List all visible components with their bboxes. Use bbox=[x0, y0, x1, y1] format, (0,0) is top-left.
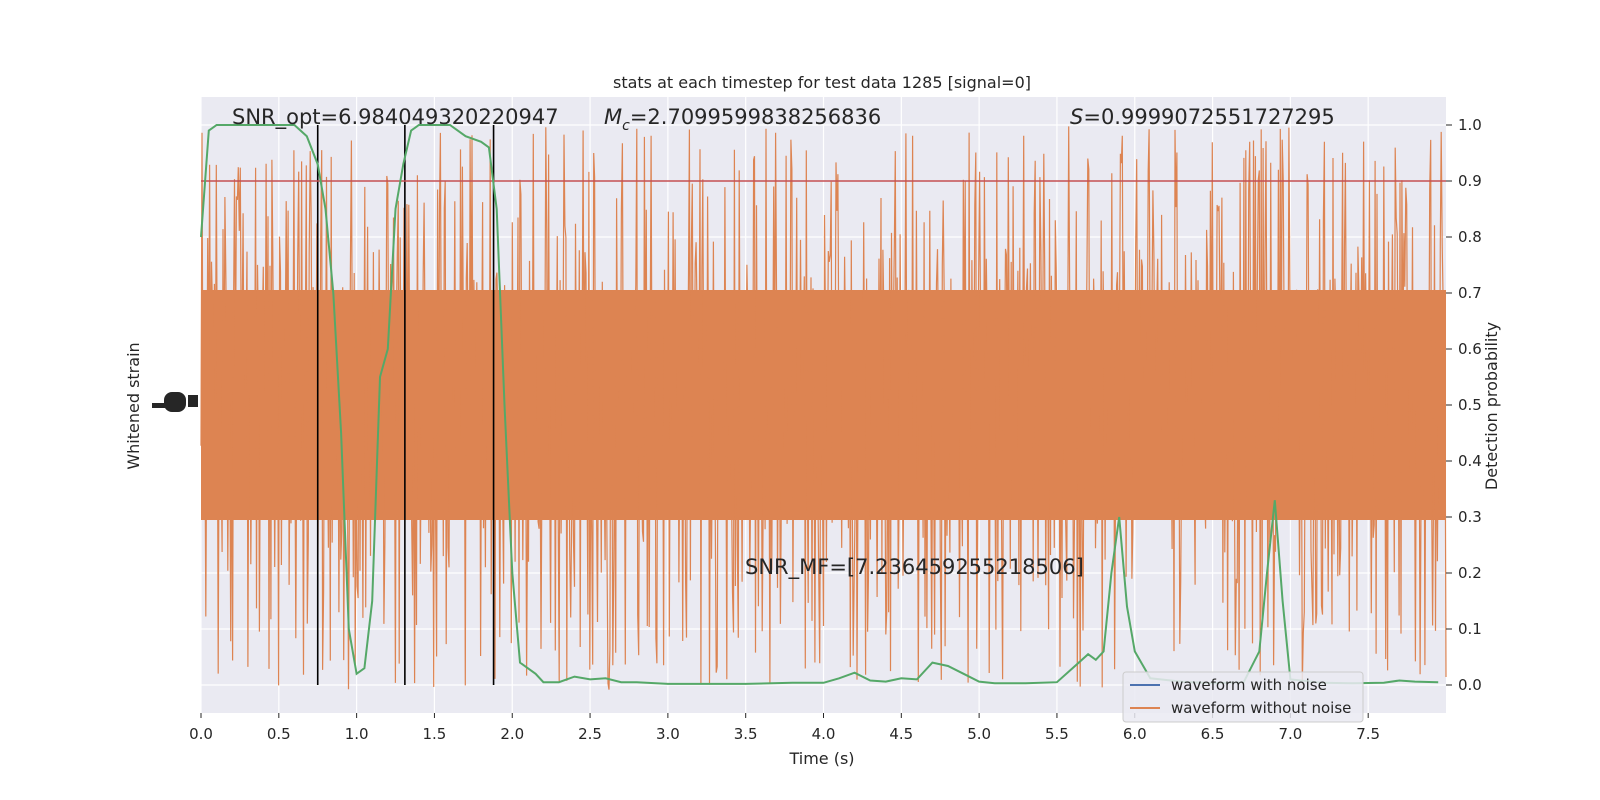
x-axis-label: Time (s) bbox=[788, 749, 854, 768]
chart-title: stats at each timestep for test data 128… bbox=[613, 73, 1031, 92]
x-tick-label: 2.5 bbox=[578, 725, 602, 743]
y-axis-right-label: Detection probability bbox=[1482, 322, 1501, 490]
x-tick-label: 0.0 bbox=[189, 725, 213, 743]
x-axis-ticks: 0.0 0.5 1.0 1.5 2.0 2.5 3.0 3.5 4.0 4.5 5.0 5.5 6.0 6… bbox=[189, 713, 1380, 743]
y-tick-label: 0.5 bbox=[1458, 396, 1482, 414]
strain-waveform-without-noise bbox=[200, 126, 1447, 690]
y-axis-right-ticks: 0.0 0.1 0.2 0.3 0.4 0.5 0.6 0.7 0.8 0.9 1.0 bbox=[1446, 116, 1482, 694]
x-tick-label: 6.0 bbox=[1123, 725, 1147, 743]
x-tick-label: 7.0 bbox=[1278, 725, 1302, 743]
x-tick-label: 1.0 bbox=[345, 725, 369, 743]
x-tick-label: 4.0 bbox=[812, 725, 836, 743]
left-tick-blob bbox=[188, 395, 198, 407]
legend-label-with-noise: waveform with noise bbox=[1171, 676, 1327, 694]
chirp-mass-value: =2.7099599838256836 bbox=[630, 105, 881, 129]
y-tick-label: 0.6 bbox=[1458, 340, 1482, 358]
y-tick-label: 0.3 bbox=[1458, 508, 1482, 526]
x-tick-label: 3.5 bbox=[734, 725, 758, 743]
legend-label-without-noise: waveform without noise bbox=[1171, 699, 1351, 717]
y-tick-label: 0.9 bbox=[1458, 172, 1482, 190]
chirp-mass-annotation: Mc=2.7099599838256836 bbox=[604, 105, 881, 134]
chirp-mass-subscript: c bbox=[622, 118, 630, 134]
y-tick-label: 0.1 bbox=[1458, 620, 1482, 638]
left-axis-overlapping-ticks bbox=[152, 392, 198, 412]
legend-box bbox=[1122, 671, 1364, 723]
strain-trace bbox=[200, 126, 1447, 690]
y-axis-left-label: Whitened strain bbox=[124, 342, 143, 469]
x-tick-label: 5.5 bbox=[1045, 725, 1069, 743]
left-tick-blob bbox=[152, 403, 166, 408]
y-tick-label: 0.7 bbox=[1458, 284, 1482, 302]
x-tick-label: 4.5 bbox=[889, 725, 913, 743]
spin-value: =0.9999072551727295 bbox=[1083, 105, 1334, 129]
x-tick-label: 0.5 bbox=[267, 725, 291, 743]
x-tick-label: 2.0 bbox=[500, 725, 524, 743]
x-tick-label: 6.5 bbox=[1201, 725, 1225, 743]
y-tick-label: 0.0 bbox=[1458, 676, 1482, 694]
snr-mf-annotation: SNR_MF=[7.236459255218506] bbox=[745, 555, 1084, 580]
spin-symbol: S bbox=[1070, 105, 1083, 129]
y-tick-label: 0.4 bbox=[1458, 452, 1482, 470]
x-tick-label: 5.0 bbox=[967, 725, 991, 743]
x-tick-label: 1.5 bbox=[423, 725, 447, 743]
left-tick-blob bbox=[164, 392, 186, 412]
y-tick-label: 0.2 bbox=[1458, 564, 1482, 582]
snr-opt-annotation: SNR_opt=6.984049320220947 bbox=[232, 105, 559, 130]
x-tick-label: 3.0 bbox=[656, 725, 680, 743]
vertical-markers bbox=[316, 125, 495, 685]
x-tick-label: 7.5 bbox=[1356, 725, 1380, 743]
legend: waveform with noise waveform without noi… bbox=[1122, 671, 1364, 723]
y-tick-label: 1.0 bbox=[1458, 116, 1482, 134]
spin-annotation: S=0.9999072551727295 bbox=[1070, 105, 1335, 129]
chirp-mass-symbol: M bbox=[604, 105, 622, 129]
y-tick-label: 0.8 bbox=[1458, 228, 1482, 246]
